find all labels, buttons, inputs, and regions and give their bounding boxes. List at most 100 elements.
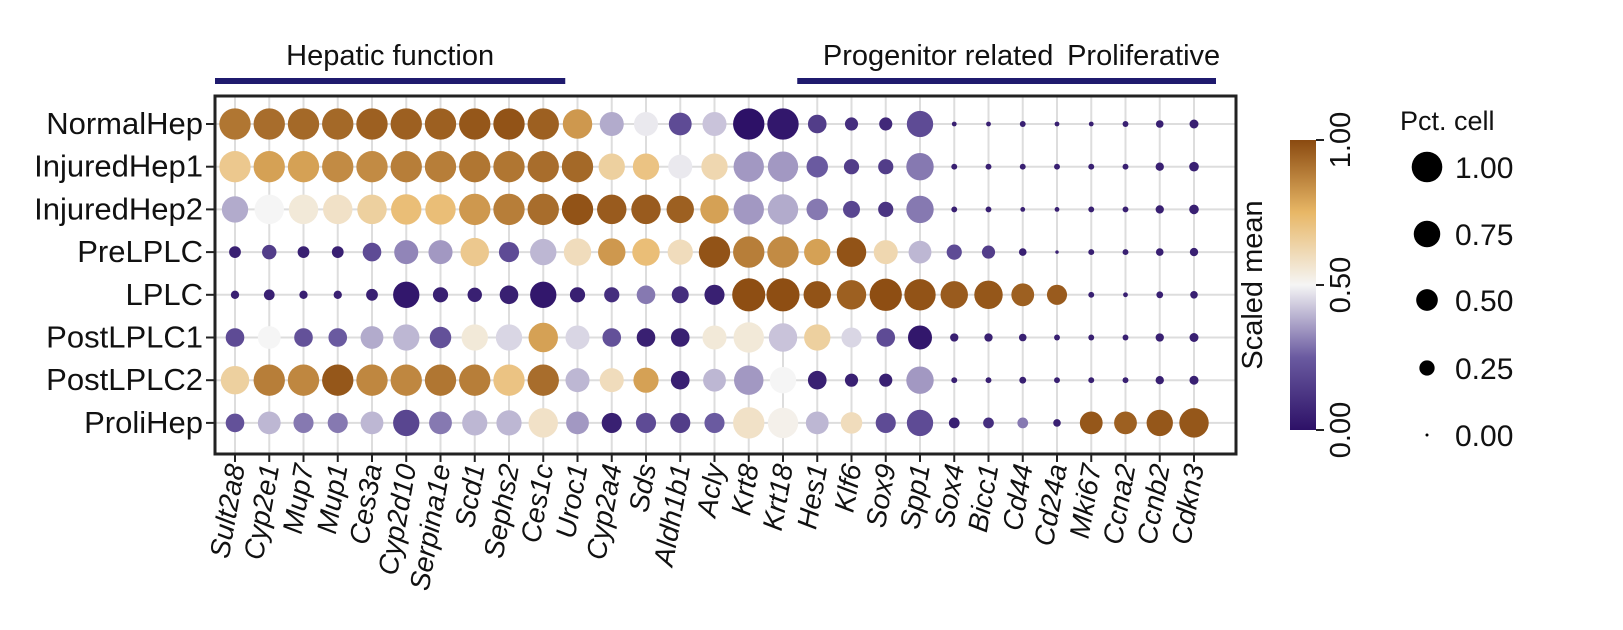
size-legend-dot: [1419, 360, 1435, 376]
colorbar: 0.00 0.50 1.00 Scaled mean: [1237, 112, 1357, 458]
dot-PostLPLC1-Mup1: [328, 328, 348, 347]
dot-InjuredHep2-Krt8: [733, 194, 764, 225]
dot-InjuredHep2-Spp1: [906, 195, 934, 224]
dot-ProliHep-Sephs2: [496, 410, 522, 436]
dot-NormalHep-Sult2a8: [219, 108, 251, 140]
dot-PostLPLC2-Ccna2: [1122, 377, 1129, 384]
dot-InjuredHep1-Sox4: [951, 163, 958, 170]
dot-LPLC-Mki67: [1088, 291, 1095, 298]
dot-PostLPLC2-Ccnb2: [1155, 376, 1164, 385]
size-legend-title: Pct. cell: [1400, 106, 1495, 136]
dot-InjuredHep2-Cyp2e1: [254, 194, 284, 225]
dot-PostLPLC1-Ccnb2: [1155, 333, 1164, 342]
dot-NormalHep-Ccna2: [1122, 121, 1129, 127]
dot-InjuredHep1-Klf6: [843, 159, 860, 175]
dot-ProliHep-Ces1c: [528, 408, 558, 438]
dot-InjuredHep1-Uroc1: [561, 151, 594, 183]
dot-NormalHep-Cyp2a4: [599, 111, 624, 137]
dot-PreLPLC-Sult2a8: [229, 246, 241, 258]
dot-PreLPLC-Ces3a: [362, 242, 382, 262]
dot-LPLC-Cd24a: [1046, 284, 1068, 305]
dot-LPLC-Cd44: [1011, 283, 1035, 307]
dot-PostLPLC2-Hes1: [807, 370, 827, 390]
dot-InjuredHep1-Scd1: [459, 151, 491, 183]
dot-NormalHep-Acly: [702, 111, 727, 137]
dot-ProliHep-Bicc1: [983, 417, 994, 429]
dot-PostLPLC1-Sds: [636, 328, 656, 347]
dot-InjuredHep1-Krt8: [733, 151, 764, 182]
plot-frame: [213, 94, 1238, 456]
dot-PostLPLC1-Ces1c: [528, 322, 558, 353]
dot-InjuredHep2-Mup1: [323, 194, 353, 225]
dot-PostLPLC2-Ces3a: [356, 364, 388, 396]
dot-LPLC-Ccna2: [1123, 292, 1128, 298]
dot-PreLPLC-Sox4: [946, 244, 962, 260]
dot-NormalHep-Uroc1: [562, 109, 593, 139]
dot-PostLPLC2-Scd1: [459, 364, 491, 396]
dot-InjuredHep1-Bicc1: [985, 163, 992, 170]
dot-PreLPLC-Sox9: [873, 240, 898, 265]
dot-LPLC-Sox4: [940, 281, 968, 309]
dot-ProliHep-Scd1: [462, 410, 488, 436]
dot-LPLC-Sephs2: [499, 285, 519, 305]
dot-NormalHep-Cd44: [1019, 121, 1026, 127]
dot-PostLPLC1-Aldh1b1: [670, 328, 690, 347]
dot-InjuredHep1-Sox9: [878, 159, 894, 175]
column-label: Sds: [623, 462, 662, 515]
dot-NormalHep-Ces3a: [356, 108, 388, 140]
dot-InjuredHep1-Ccna2: [1122, 163, 1129, 170]
dot-PreLPLC-Cyp2a4: [598, 238, 626, 266]
dot-ProliHep-Cyp2e1: [257, 411, 281, 435]
dot-PostLPLC1-Sox9: [876, 328, 896, 347]
dot-ProliHep-Cyp2d10: [393, 409, 420, 437]
dot-LPLC-Spp1: [904, 279, 936, 311]
row-label: PostLPLC1: [46, 320, 203, 355]
dot-NormalHep-Mup7: [287, 108, 320, 140]
dot-PreLPLC-Mup1: [331, 246, 344, 258]
dot-PreLPLC-Cd24a: [1055, 250, 1059, 254]
dot-InjuredHep2-Krt18: [767, 194, 799, 225]
dot-PostLPLC2-Cdkn3: [1189, 375, 1199, 385]
dot-NormalHep-Sds: [633, 111, 659, 137]
dot-InjuredHep2-Ces1c: [527, 193, 559, 226]
dot-LPLC-Cyp2a4: [604, 287, 620, 303]
dot-PostLPLC1-Scd1: [461, 324, 488, 351]
dot-NormalHep-Sox4: [951, 121, 957, 127]
dot-PreLPLC-Mki67: [1088, 249, 1095, 256]
colorbar-tick-label: 0.50: [1325, 257, 1357, 313]
dot-PreLPLC-Uroc1: [563, 238, 592, 266]
row-label: LPLC: [125, 277, 203, 312]
dot-PostLPLC2-Sult2a8: [220, 365, 250, 395]
dot-InjuredHep1-Acly: [701, 153, 728, 180]
dot-InjuredHep1-Aldh1b1: [668, 154, 693, 179]
dot-PostLPLC1-Cd44: [1018, 333, 1027, 342]
column-labels: Sult2a8Cyp2e1Mup7Mup1Ces3aCyp2d10Serpina…: [204, 454, 1210, 593]
dot-InjuredHep1-Cd24a: [1054, 163, 1060, 170]
size-legend-label: 0.50: [1455, 285, 1513, 318]
group-bar: [1071, 78, 1216, 84]
size-legend-dot: [1416, 289, 1438, 311]
dots-layer: [219, 108, 1209, 439]
dot-LPLC-Hes1: [803, 281, 831, 309]
dot-NormalHep-Bicc1: [986, 121, 991, 127]
dot-PostLPLC2-Sds: [633, 367, 659, 393]
dot-InjuredHep2-Mki67: [1088, 206, 1095, 213]
dot-LPLC-Ces3a: [366, 288, 378, 301]
dot-PostLPLC1-Ccna2: [1122, 334, 1129, 341]
dot-LPLC-Krt18: [766, 278, 800, 312]
dot-LPLC-Sox9: [869, 278, 902, 311]
colorbar-ticks: 0.00 0.50 1.00: [1316, 112, 1357, 458]
dot-NormalHep-Scd1: [459, 108, 491, 140]
dot-InjuredHep2-Cd44: [1020, 206, 1026, 212]
dot-InjuredHep1-Cyp2d10: [390, 151, 422, 183]
row-label: ProliHep: [84, 405, 203, 440]
dot-InjuredHep2-Klf6: [843, 200, 860, 218]
dot-InjuredHep2-Cd24a: [1054, 206, 1060, 212]
dot-NormalHep-Ces1c: [527, 108, 559, 140]
group-label: Hepatic function: [286, 40, 494, 72]
dot-NormalHep-Cdkn3: [1189, 119, 1199, 129]
dot-InjuredHep1-Spp1: [906, 152, 934, 181]
dot-ProliHep-Aldh1b1: [670, 412, 691, 433]
dot-InjuredHep2-Ccna2: [1122, 206, 1129, 213]
